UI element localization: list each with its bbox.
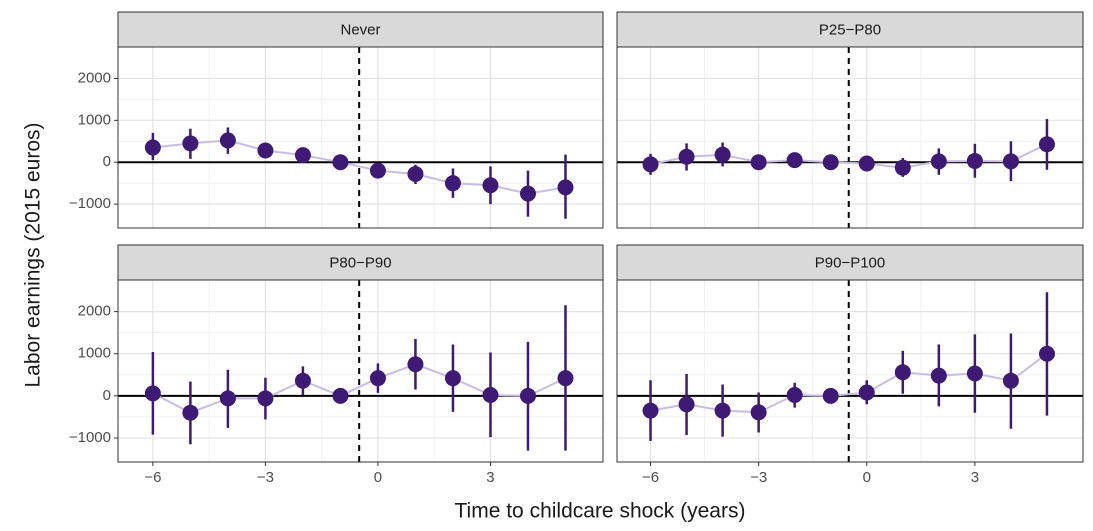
strip-text: P25−P80: [819, 21, 881, 38]
y-tick-label: −1000: [69, 195, 111, 212]
point: [557, 179, 574, 196]
x-tick-label: −6: [144, 469, 161, 486]
x-tick-label: 0: [863, 469, 871, 486]
point: [144, 139, 161, 156]
point: [519, 387, 536, 404]
point: [714, 402, 731, 419]
panel-border: [616, 46, 1084, 229]
panel-background: [617, 47, 1083, 228]
point: [407, 165, 424, 182]
point: [822, 387, 839, 404]
panel: P90−P100 −6 −3 0 3: [616, 244, 1084, 486]
strip: [117, 11, 604, 48]
point: [1002, 153, 1019, 170]
panel-border: [117, 46, 604, 229]
y-tick-label: 0: [103, 153, 111, 170]
x-tick-label: 3: [971, 469, 979, 486]
point: [894, 364, 911, 381]
point: [714, 146, 731, 163]
point: [294, 147, 311, 164]
point: [858, 155, 875, 172]
point: [482, 387, 499, 404]
point: [332, 154, 349, 171]
strip-text: Never: [340, 21, 380, 38]
point: [257, 142, 274, 159]
point: [642, 402, 659, 419]
point: [930, 153, 947, 170]
point: [642, 156, 659, 173]
strip: [616, 244, 1084, 281]
strip: [117, 244, 604, 281]
point: [1038, 136, 1055, 153]
panel: P25−P80: [616, 11, 1084, 229]
panel-background: [118, 280, 603, 462]
point: [786, 152, 803, 169]
panel: Never −1000 0 1000 2000: [69, 11, 604, 229]
point: [1002, 372, 1019, 389]
y-axis-title: Labor earnings (2015 euros): [22, 122, 45, 387]
point: [930, 367, 947, 384]
point: [1038, 345, 1055, 362]
point: [144, 385, 161, 402]
y-tick-label: −1000: [69, 429, 111, 446]
panel-background: [617, 280, 1083, 462]
panel: P80−P90 −6 −3 0 3 −1000 0 1000 2000: [69, 244, 604, 486]
point: [369, 162, 386, 179]
point: [444, 175, 461, 192]
point: [369, 370, 386, 387]
x-tick-label: 3: [486, 469, 494, 486]
point: [750, 404, 767, 421]
point: [894, 159, 911, 176]
y-tick-label: 1000: [78, 111, 111, 128]
strip-text: P90−P100: [815, 254, 885, 271]
point: [519, 185, 536, 202]
panel-border: [117, 279, 604, 463]
x-axis-title: Time to childcare shock (years): [455, 500, 746, 523]
x-tick-label: 0: [374, 469, 382, 486]
panel-border: [616, 279, 1084, 463]
point: [858, 384, 875, 401]
point: [786, 387, 803, 404]
y-tick-label: 1000: [78, 345, 111, 362]
y-tick-label: 0: [103, 387, 111, 404]
point: [182, 404, 199, 421]
strip: [616, 11, 1084, 48]
point: [557, 370, 574, 387]
point: [678, 148, 695, 165]
x-tick-label: −3: [257, 469, 274, 486]
point: [294, 372, 311, 389]
point: [332, 387, 349, 404]
y-tick-label: 2000: [78, 303, 111, 320]
point: [678, 396, 695, 413]
point: [444, 370, 461, 387]
x-tick-label: −6: [642, 469, 659, 486]
point: [182, 135, 199, 152]
point: [407, 356, 424, 373]
point: [257, 390, 274, 407]
point: [482, 177, 499, 194]
point: [822, 154, 839, 171]
point: [219, 390, 236, 407]
point: [750, 154, 767, 171]
strip-text: P80−P90: [329, 254, 391, 271]
point: [966, 365, 983, 382]
point: [966, 152, 983, 169]
y-tick-label: 2000: [78, 69, 111, 86]
point: [219, 132, 236, 149]
x-tick-label: −3: [750, 469, 767, 486]
